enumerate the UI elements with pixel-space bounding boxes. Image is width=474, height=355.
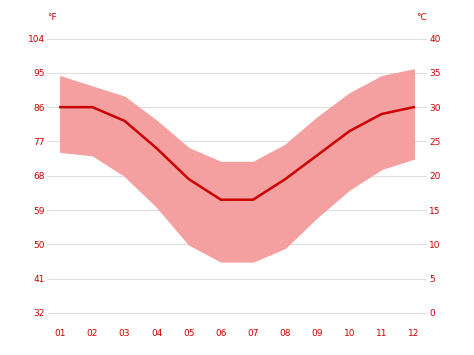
Text: °F: °F <box>47 13 57 22</box>
Text: °C: °C <box>416 13 427 22</box>
